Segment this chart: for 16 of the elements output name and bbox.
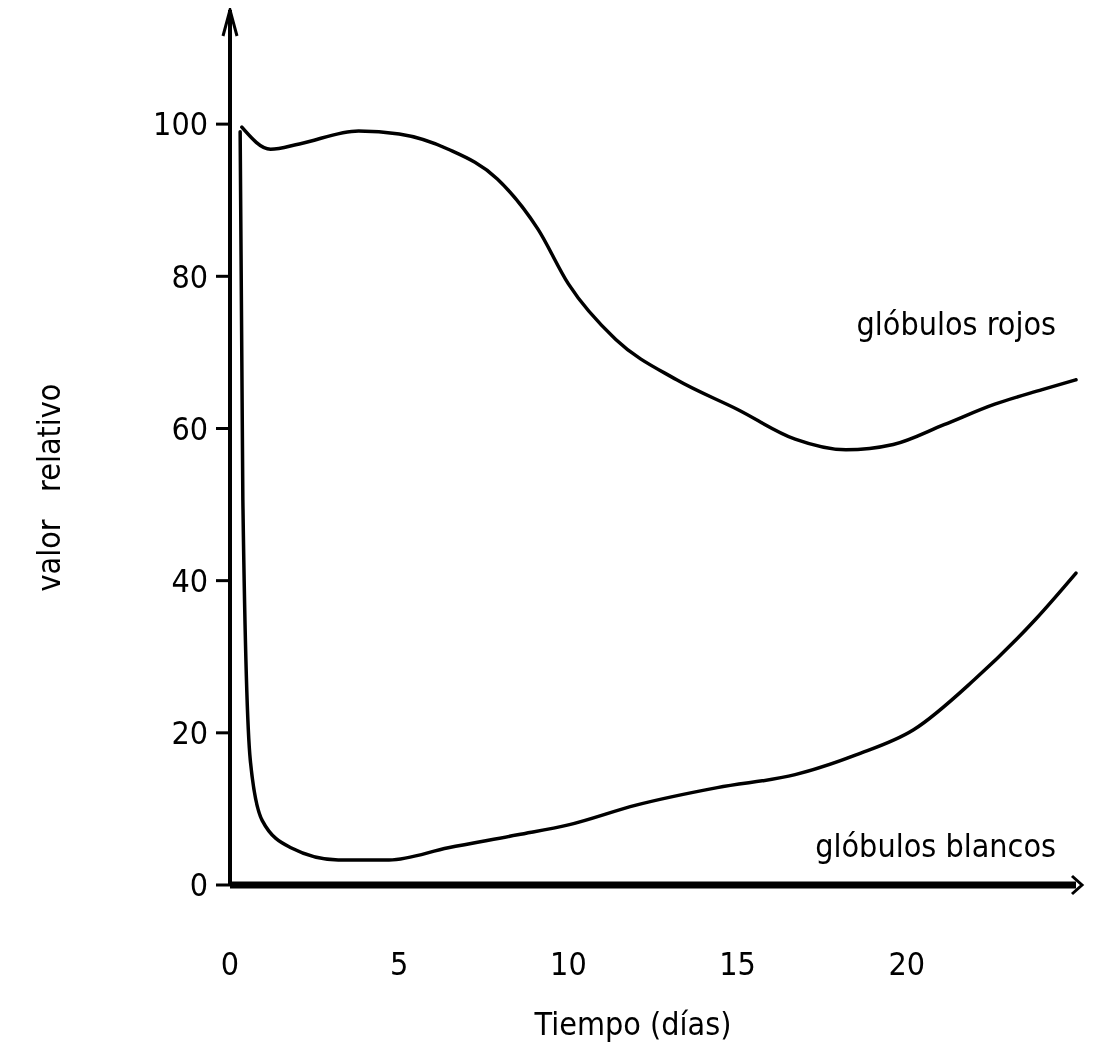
y-tick-label: 0 xyxy=(189,866,208,905)
y-tick-label: 20 xyxy=(171,714,208,753)
y-tick-label: 100 xyxy=(153,105,208,144)
y-tick-label: 60 xyxy=(171,409,208,448)
x-tick-label: 15 xyxy=(719,945,756,983)
x-tick-label: 0 xyxy=(220,945,240,983)
series-label: glóbulos rojos xyxy=(856,304,1056,343)
x-tick-label: 5 xyxy=(390,945,409,983)
x-axis-title: Tiempo (días) xyxy=(533,1005,732,1043)
line-series xyxy=(238,129,1078,862)
x-tick-label: 20 xyxy=(888,945,926,983)
series-label: glóbulos blancos xyxy=(815,827,1056,865)
x-tick-label: 10 xyxy=(550,945,587,983)
y-tick-label: 40 xyxy=(171,561,208,600)
y-tick-label: 80 xyxy=(171,257,208,296)
y-axis-title: valor relativo xyxy=(30,383,68,592)
